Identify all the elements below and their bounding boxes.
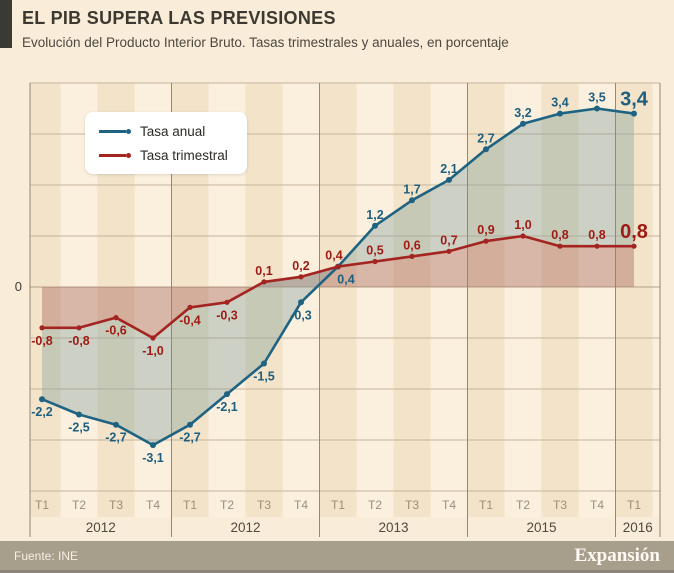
svg-text:-0,8: -0,8 — [68, 334, 90, 348]
svg-text:-3,1: -3,1 — [142, 451, 164, 465]
svg-text:2,1: 2,1 — [440, 162, 457, 176]
legend-label-annual: Tasa anual — [140, 123, 206, 139]
svg-text:-2,7: -2,7 — [105, 431, 127, 445]
svg-text:-0,6: -0,6 — [105, 324, 127, 338]
svg-text:2,7: 2,7 — [477, 131, 494, 145]
page-title: EL PIB SUPERA LAS PREVISIONES — [22, 8, 336, 28]
source-label: Fuente: INE — [14, 548, 79, 563]
legend-item-annual: Tasa anual — [99, 124, 247, 139]
svg-text:T2: T2 — [516, 498, 530, 512]
x-axis-year-labels: 2012 2012 2013 2015 2016 — [86, 520, 653, 535]
svg-text:T1: T1 — [183, 498, 197, 512]
svg-text:T1: T1 — [627, 498, 641, 512]
svg-text:0,9: 0,9 — [477, 223, 494, 237]
legend-item-quarterly: Tasa trimestral — [99, 148, 247, 163]
svg-text:T2: T2 — [368, 498, 382, 512]
svg-text:-2,7: -2,7 — [179, 431, 201, 445]
svg-text:3,5: 3,5 — [588, 91, 605, 105]
svg-text:T4: T4 — [442, 498, 456, 512]
x-axis-quarter-labels: T1 T2 T3 T4 T1 T2 T3 T4 T1 T2 T3 T4 T1 T2 T3 T4 T1 — [35, 498, 641, 512]
gdp-line-chart: -2,2 -2,5 -2,7 -3,1 -2,7 -2,1 -1,5 -0,3 0,4 1,2 1,… — [15, 82, 661, 537]
between-series-fill — [42, 108, 634, 446]
svg-text:3,4: 3,4 — [620, 89, 649, 111]
svg-text:1,2: 1,2 — [366, 208, 383, 222]
svg-text:0,4: 0,4 — [337, 273, 354, 287]
svg-text:2013: 2013 — [378, 520, 408, 535]
quarterly-swatch-dot — [126, 152, 131, 158]
svg-text:-2,2: -2,2 — [31, 405, 53, 419]
quarterly-series-points — [39, 233, 637, 341]
svg-text:0,2: 0,2 — [292, 259, 309, 273]
svg-text:-0,8: -0,8 — [31, 334, 53, 348]
svg-text:T2: T2 — [220, 498, 234, 512]
svg-text:-0,4: -0,4 — [179, 313, 201, 327]
page-subtitle: Evolución del Producto Interior Bruto. T… — [22, 35, 509, 50]
annual-line-swatch — [99, 128, 131, 134]
svg-text:0,6: 0,6 — [403, 238, 420, 252]
svg-text:T3: T3 — [405, 498, 419, 512]
legend-label-quarterly: Tasa trimestral — [140, 147, 228, 163]
annual-swatch-dot — [126, 128, 131, 134]
svg-text:1,7: 1,7 — [403, 182, 420, 196]
svg-text:-2,1: -2,1 — [216, 400, 238, 414]
svg-text:T3: T3 — [553, 498, 567, 512]
svg-text:2016: 2016 — [623, 520, 653, 535]
svg-text:-0,3: -0,3 — [290, 308, 312, 322]
svg-text:T4: T4 — [294, 498, 308, 512]
chart-legend: Tasa anual Tasa trimestral — [85, 112, 247, 174]
svg-text:2012: 2012 — [86, 520, 116, 535]
svg-text:T1: T1 — [35, 498, 49, 512]
svg-text:3,2: 3,2 — [514, 106, 531, 120]
annual-value-labels: -2,2 -2,5 -2,7 -3,1 -2,7 -2,1 -1,5 -0,3 0,4 1,2 1,… — [31, 89, 649, 466]
gridlines — [30, 82, 660, 492]
svg-text:-1,5: -1,5 — [253, 370, 275, 384]
svg-text:T1: T1 — [479, 498, 493, 512]
annual-swatch-line — [99, 129, 126, 133]
svg-text:-2,5: -2,5 — [68, 421, 90, 435]
annual-series-points — [39, 105, 637, 449]
brand-logo: Expansión — [574, 544, 660, 566]
svg-text:0,1: 0,1 — [255, 264, 272, 278]
svg-text:1,0: 1,0 — [514, 218, 531, 232]
svg-text:T2: T2 — [72, 498, 86, 512]
svg-text:T4: T4 — [146, 498, 160, 512]
svg-text:2015: 2015 — [526, 520, 556, 535]
quarterly-to-zero-fill — [42, 236, 634, 338]
svg-text:T1: T1 — [331, 498, 345, 512]
svg-text:T4: T4 — [590, 498, 604, 512]
svg-text:-0,3: -0,3 — [216, 308, 238, 322]
svg-text:0,8: 0,8 — [551, 228, 568, 242]
footer-bar: Fuente: INE Expansión — [0, 541, 674, 573]
svg-text:0,4: 0,4 — [325, 249, 342, 263]
svg-text:0,5: 0,5 — [366, 244, 383, 258]
quarterly-line-swatch — [99, 152, 131, 158]
svg-text:3,4: 3,4 — [551, 96, 568, 110]
svg-text:0,7: 0,7 — [440, 233, 457, 247]
svg-text:0,8: 0,8 — [588, 228, 605, 242]
zero-tick-label: 0 — [15, 279, 22, 294]
accent-bar — [0, 0, 12, 48]
svg-text:T3: T3 — [257, 498, 271, 512]
svg-text:-1,0: -1,0 — [142, 344, 164, 358]
quarterly-swatch-line — [99, 153, 126, 157]
svg-text:2012: 2012 — [230, 520, 260, 535]
quarterly-value-labels: -0,8 -0,8 -0,6 -1,0 -0,4 -0,3 0,1 0,2 0,4 0,5 0,6 0… — [31, 218, 648, 358]
svg-text:T3: T3 — [109, 498, 123, 512]
svg-text:0,8: 0,8 — [620, 221, 648, 243]
